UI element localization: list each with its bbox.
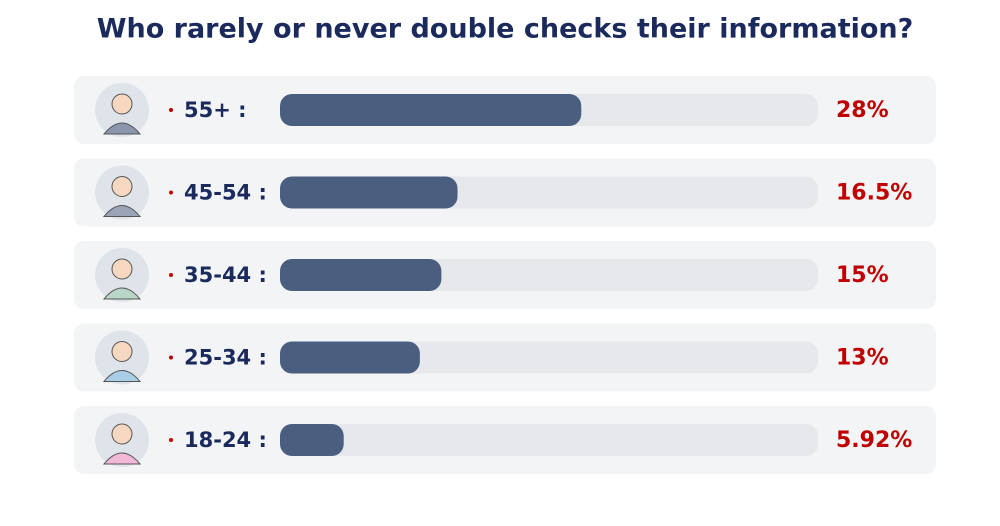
avatar-body xyxy=(102,452,142,465)
bullet-dot xyxy=(169,273,173,277)
value-label: 28% xyxy=(836,98,889,123)
bar xyxy=(280,176,458,209)
avatar-head xyxy=(111,341,133,362)
avatar-body xyxy=(102,370,142,382)
avatar-head xyxy=(111,423,133,445)
avatar-body xyxy=(102,205,142,217)
chart-title: Who rarely or never double checks their … xyxy=(97,14,914,45)
category-label: 25-34 : xyxy=(184,346,267,370)
bullet-dot xyxy=(169,190,173,195)
avatar-body xyxy=(102,287,142,300)
avatar-head xyxy=(111,258,133,280)
bar xyxy=(280,259,442,291)
bar xyxy=(280,424,344,456)
bullet-dot xyxy=(169,438,173,442)
avatar-head xyxy=(111,176,133,197)
value-label: 5.92% xyxy=(836,428,912,453)
bar xyxy=(280,94,582,126)
bullet-dot xyxy=(169,108,173,112)
category-label: 55+ : xyxy=(184,98,247,122)
category-label: 35-44 : xyxy=(184,263,267,287)
category-label: 45-54 : xyxy=(184,181,267,205)
value-label: 16.5% xyxy=(836,181,912,206)
category-label: 18-24 : xyxy=(184,428,267,452)
value-label: 13% xyxy=(836,346,889,371)
avatar-head xyxy=(111,93,133,115)
bar-track xyxy=(280,424,818,456)
avatar-body xyxy=(102,122,142,135)
bar xyxy=(280,341,420,374)
value-label: 15% xyxy=(836,263,889,288)
bullet-dot xyxy=(169,355,173,360)
